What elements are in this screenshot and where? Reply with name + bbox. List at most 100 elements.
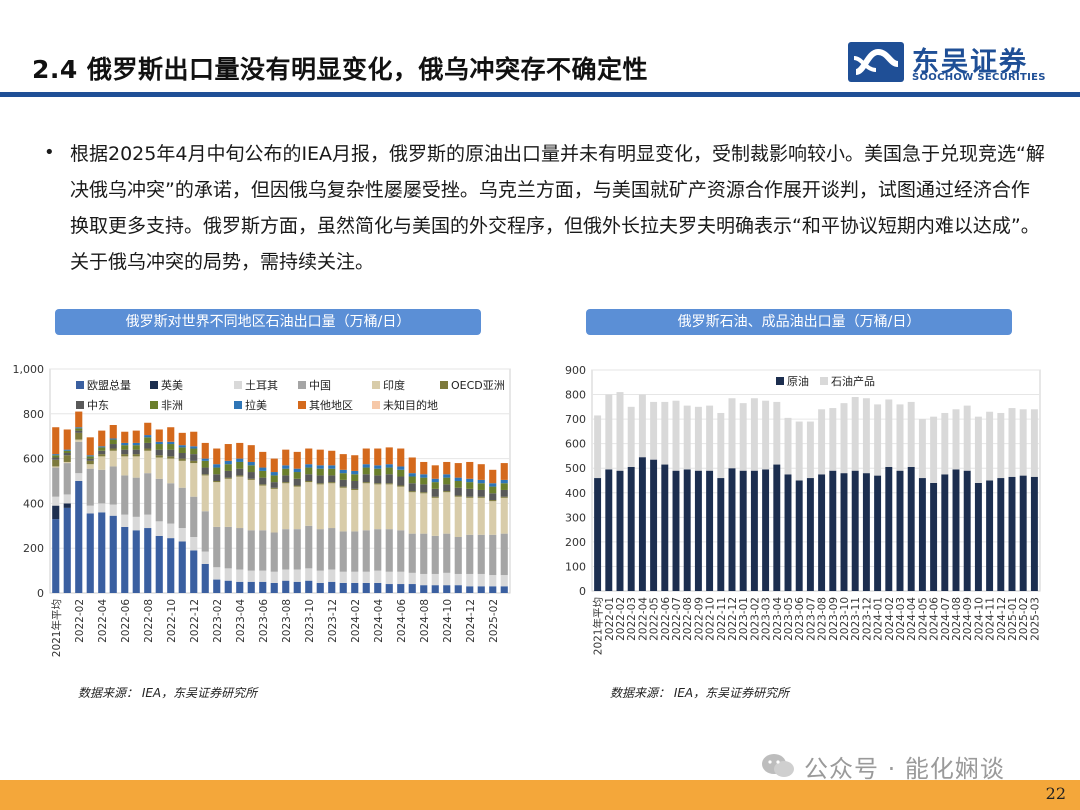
bar-segment [132,442,140,446]
y-tick-label: 400 [565,487,586,500]
bar-segment [500,586,508,593]
x-tick-label: 2024-07 [940,597,952,641]
bar-segment [121,475,129,515]
y-tick-label: 700 [565,413,586,426]
bar-segment [420,474,428,478]
bar-segment [351,571,359,583]
x-tick-label: 2023-12 [861,597,873,641]
bar-segment [874,404,882,476]
bar-segment [605,469,613,591]
bar-segment [98,512,106,593]
bar-segment [201,458,209,461]
legend-label: 非洲 [161,399,183,412]
bar-segment [259,451,267,468]
y-tick-label: 800 [23,408,44,421]
bar-segment [167,441,175,445]
x-tick-label: 2024-06 [929,597,941,641]
bar-segment [144,422,152,436]
y-tick-label: 0 [37,587,44,600]
bar-segment [328,450,336,466]
bar-segment [728,468,736,591]
y-tick-label: 600 [565,438,586,451]
bar-segment [201,551,209,564]
bar-segment [190,496,198,537]
bar-segment [109,448,117,451]
bar-segment [443,484,451,492]
x-tick-label: 2022-12 [727,597,739,641]
bar-segment [63,453,71,456]
x-tick-label: 2025-03 [1029,597,1041,641]
bar-segment [616,470,624,591]
x-tick-label: 2021年平均 [50,599,63,657]
right-chart-source: 数据来源： IEA，东吴证券研究所 [610,686,790,700]
bar-segment [374,529,382,571]
x-tick-label: 2024-11 [985,597,997,641]
bar-segment [362,467,370,475]
bar-segment [293,529,301,570]
bar-segment [1030,409,1038,477]
bar-segment [351,455,359,471]
bar-segment [121,514,129,527]
bar-segment [259,477,267,485]
bar-segment [500,533,508,576]
bar-segment [52,466,60,468]
legend-label: 原油 [787,374,809,388]
legend-swatch [150,401,158,409]
bar-segment [213,482,221,527]
bar-segment [351,470,359,475]
bar-segment [328,569,336,582]
bar-segment [121,445,129,450]
bar-segment [627,406,635,467]
logo-english-name: SOOCHOW SECURITIES [912,72,1046,83]
bar-segment [408,491,416,493]
x-tick-label: 2023-10 [839,597,851,641]
x-tick-label: 2025-02 [1018,597,1030,641]
bar-segment [466,586,474,593]
bar-segment [362,582,370,593]
bar-segment [270,488,278,533]
bar-segment [121,449,129,455]
bar-segment [144,442,152,449]
x-tick-label: 2022-09 [693,597,705,641]
bar-segment [795,480,803,591]
bar-segment [420,533,428,574]
bar-segment [907,401,915,467]
bar-segment [443,477,451,485]
x-tick-label: 2022-10 [166,599,178,643]
legend-label: 中国 [309,379,331,392]
bar-segment [86,464,94,469]
bar-segment [986,411,994,481]
bar-segment [477,483,485,490]
x-tick-label: 2023-05 [783,597,795,641]
bar-segment [178,458,186,461]
bar-segment [316,468,324,476]
bar-segment [454,463,462,478]
bar-segment [132,456,140,478]
bar-segment [952,469,960,591]
bar-segment [397,485,405,487]
bar-segment [236,528,244,570]
bar-segment [316,570,324,583]
company-logo: 东吴证券 SOOCHOW SECURITIES [848,40,1058,86]
bar-segment [443,492,451,534]
bar-segment [616,392,624,471]
bar-segment [213,464,221,468]
bar-segment [431,496,439,498]
bar-segment [385,571,393,585]
bar-segment [121,454,129,457]
bar-segment [328,468,336,476]
bar-segment [121,442,129,446]
bar-segment [351,489,359,532]
bar-segment [52,505,60,520]
bar-segment [328,482,336,484]
bar-segment [489,586,497,593]
bar-segment [385,484,393,530]
bar-segment [408,476,416,484]
bar-segment [247,465,255,473]
bar-segment [862,398,870,474]
bar-segment [270,458,278,473]
bar-segment [305,525,313,569]
bar-segment [717,412,725,479]
bar-segment [224,568,232,581]
bar-segment [270,487,278,489]
